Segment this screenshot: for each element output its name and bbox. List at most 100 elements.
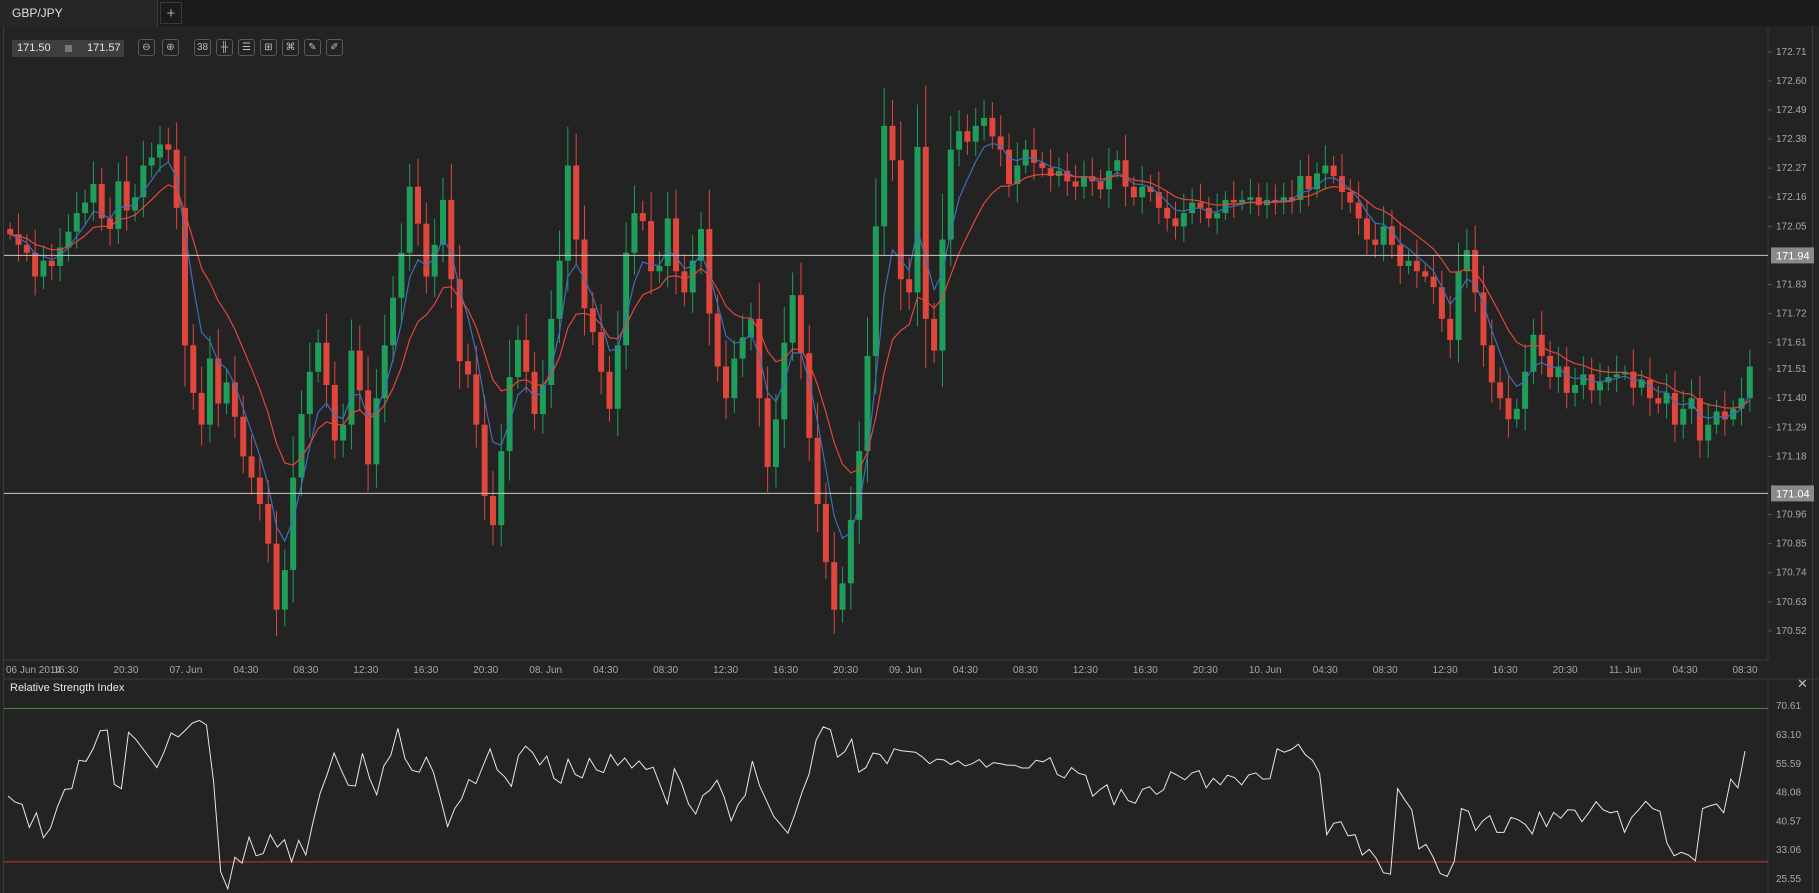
horizontal-line-label: 171.94 [1776, 250, 1810, 262]
candle-down [32, 252, 39, 277]
edit-icon[interactable]: ✎ [304, 39, 321, 56]
candle-down [1363, 218, 1370, 240]
y-tick-label: 171.61 [1776, 338, 1807, 349]
y-tick-label: 170.85 [1776, 539, 1807, 550]
candle-up [939, 239, 946, 351]
candlestick-type-icon[interactable]: ╫ [216, 39, 233, 56]
candle-down [581, 239, 588, 309]
candle-down [456, 279, 463, 362]
y-tick-label: 172.05 [1776, 221, 1807, 232]
candle-down [231, 382, 238, 417]
x-tick-label: 04:30 [953, 665, 978, 676]
indicators-icon[interactable]: ☰ [238, 39, 255, 56]
add-tab-button[interactable]: + [160, 2, 182, 24]
candle-down [1563, 366, 1570, 393]
y-tick-label: 172.27 [1776, 163, 1807, 174]
candle-down [1588, 374, 1595, 391]
candle-up [539, 384, 546, 415]
candle-up [1522, 371, 1529, 409]
candle-up [506, 377, 513, 452]
candle-down [198, 392, 205, 425]
candle-up [856, 451, 863, 520]
y-tick-label: 171.18 [1776, 451, 1807, 462]
y-tick-label: 172.38 [1776, 134, 1807, 145]
candle-up [1680, 408, 1687, 425]
candle-down [248, 456, 255, 478]
candle-down [897, 160, 904, 280]
candle-down [1538, 334, 1545, 356]
candle-up [1580, 374, 1587, 385]
candle-down [606, 371, 613, 409]
candle-up [772, 419, 779, 467]
candle-down [415, 186, 422, 224]
x-tick-label: 04:30 [1673, 665, 1698, 676]
candle-down [997, 136, 1004, 150]
x-tick-label: 04:30 [1313, 665, 1338, 676]
draw-icon[interactable]: ✐ [326, 39, 343, 56]
candle-down [215, 358, 222, 404]
candle-up [315, 342, 322, 372]
candle-down [1305, 176, 1312, 190]
candle-down [1047, 168, 1054, 177]
candle-up [406, 186, 413, 253]
candle-up [689, 260, 696, 293]
y-tick-label: 171.51 [1776, 364, 1807, 375]
candle-down [1347, 191, 1354, 203]
x-tick-label: 04:30 [233, 665, 258, 676]
candle-up [90, 184, 97, 203]
rsi-y-tick-label: 55.59 [1776, 759, 1801, 770]
y-tick-label: 172.60 [1776, 76, 1807, 87]
y-tick-label: 171.72 [1776, 309, 1807, 320]
rsi-line [7, 719, 1746, 891]
candle-up [972, 125, 979, 142]
x-tick-label: 09. Jun [889, 665, 922, 676]
candle-down [1006, 149, 1013, 185]
candle-down [831, 562, 838, 610]
candle-down [1230, 199, 1237, 203]
candle-down [598, 332, 605, 372]
x-tick-label: 16:30 [413, 665, 438, 676]
candle-up [373, 398, 380, 465]
candle-up [348, 350, 355, 425]
candle-up [57, 247, 64, 266]
candle-up [656, 265, 663, 272]
chart-settings-icon[interactable]: ⊞ [260, 39, 277, 56]
candle-up [290, 477, 297, 571]
x-tick-label: 16:30 [1133, 665, 1158, 676]
x-tick-label: 12:30 [1073, 665, 1098, 676]
ask-price: 171.57 [87, 42, 121, 54]
candle-down [365, 390, 372, 465]
close-icon[interactable]: ✕ [1797, 676, 1808, 691]
quote-separator [65, 45, 72, 52]
x-tick-label: 12:30 [353, 665, 378, 676]
x-tick-label: 07. Jun [169, 665, 202, 676]
candle-down [473, 374, 480, 425]
tab-gbp-jpy[interactable]: GBP/JPY [0, 0, 158, 26]
candle-up [1214, 213, 1221, 219]
candle-down [1671, 392, 1678, 425]
zoom-out-icon[interactable]: ⊖ [138, 39, 155, 56]
candle-down [273, 543, 280, 610]
candle-down [1480, 292, 1487, 346]
candle-down [764, 398, 771, 467]
attach-icon[interactable]: ⌘ [282, 39, 299, 56]
candle-up [1222, 199, 1229, 214]
candle-up [664, 218, 671, 266]
candle-up [390, 297, 397, 346]
candle-up [1014, 165, 1021, 185]
timeframe-icon[interactable]: 38 [194, 39, 211, 56]
candle-up [1297, 176, 1304, 200]
candle-up [739, 337, 746, 359]
rsi-y-tick-label: 25.55 [1776, 874, 1801, 885]
quote-box: 171.50 171.57 [12, 40, 124, 57]
candle-down [190, 345, 197, 393]
y-tick-label: 170.96 [1776, 510, 1807, 521]
candle-down [1422, 271, 1429, 277]
candle-down [165, 144, 172, 150]
x-tick-label: 10. Jun [1249, 665, 1282, 676]
candle-up [1405, 260, 1412, 266]
candle-up [206, 358, 213, 425]
candle-down [1039, 162, 1046, 169]
zoom-in-icon[interactable]: ⊕ [162, 39, 179, 56]
